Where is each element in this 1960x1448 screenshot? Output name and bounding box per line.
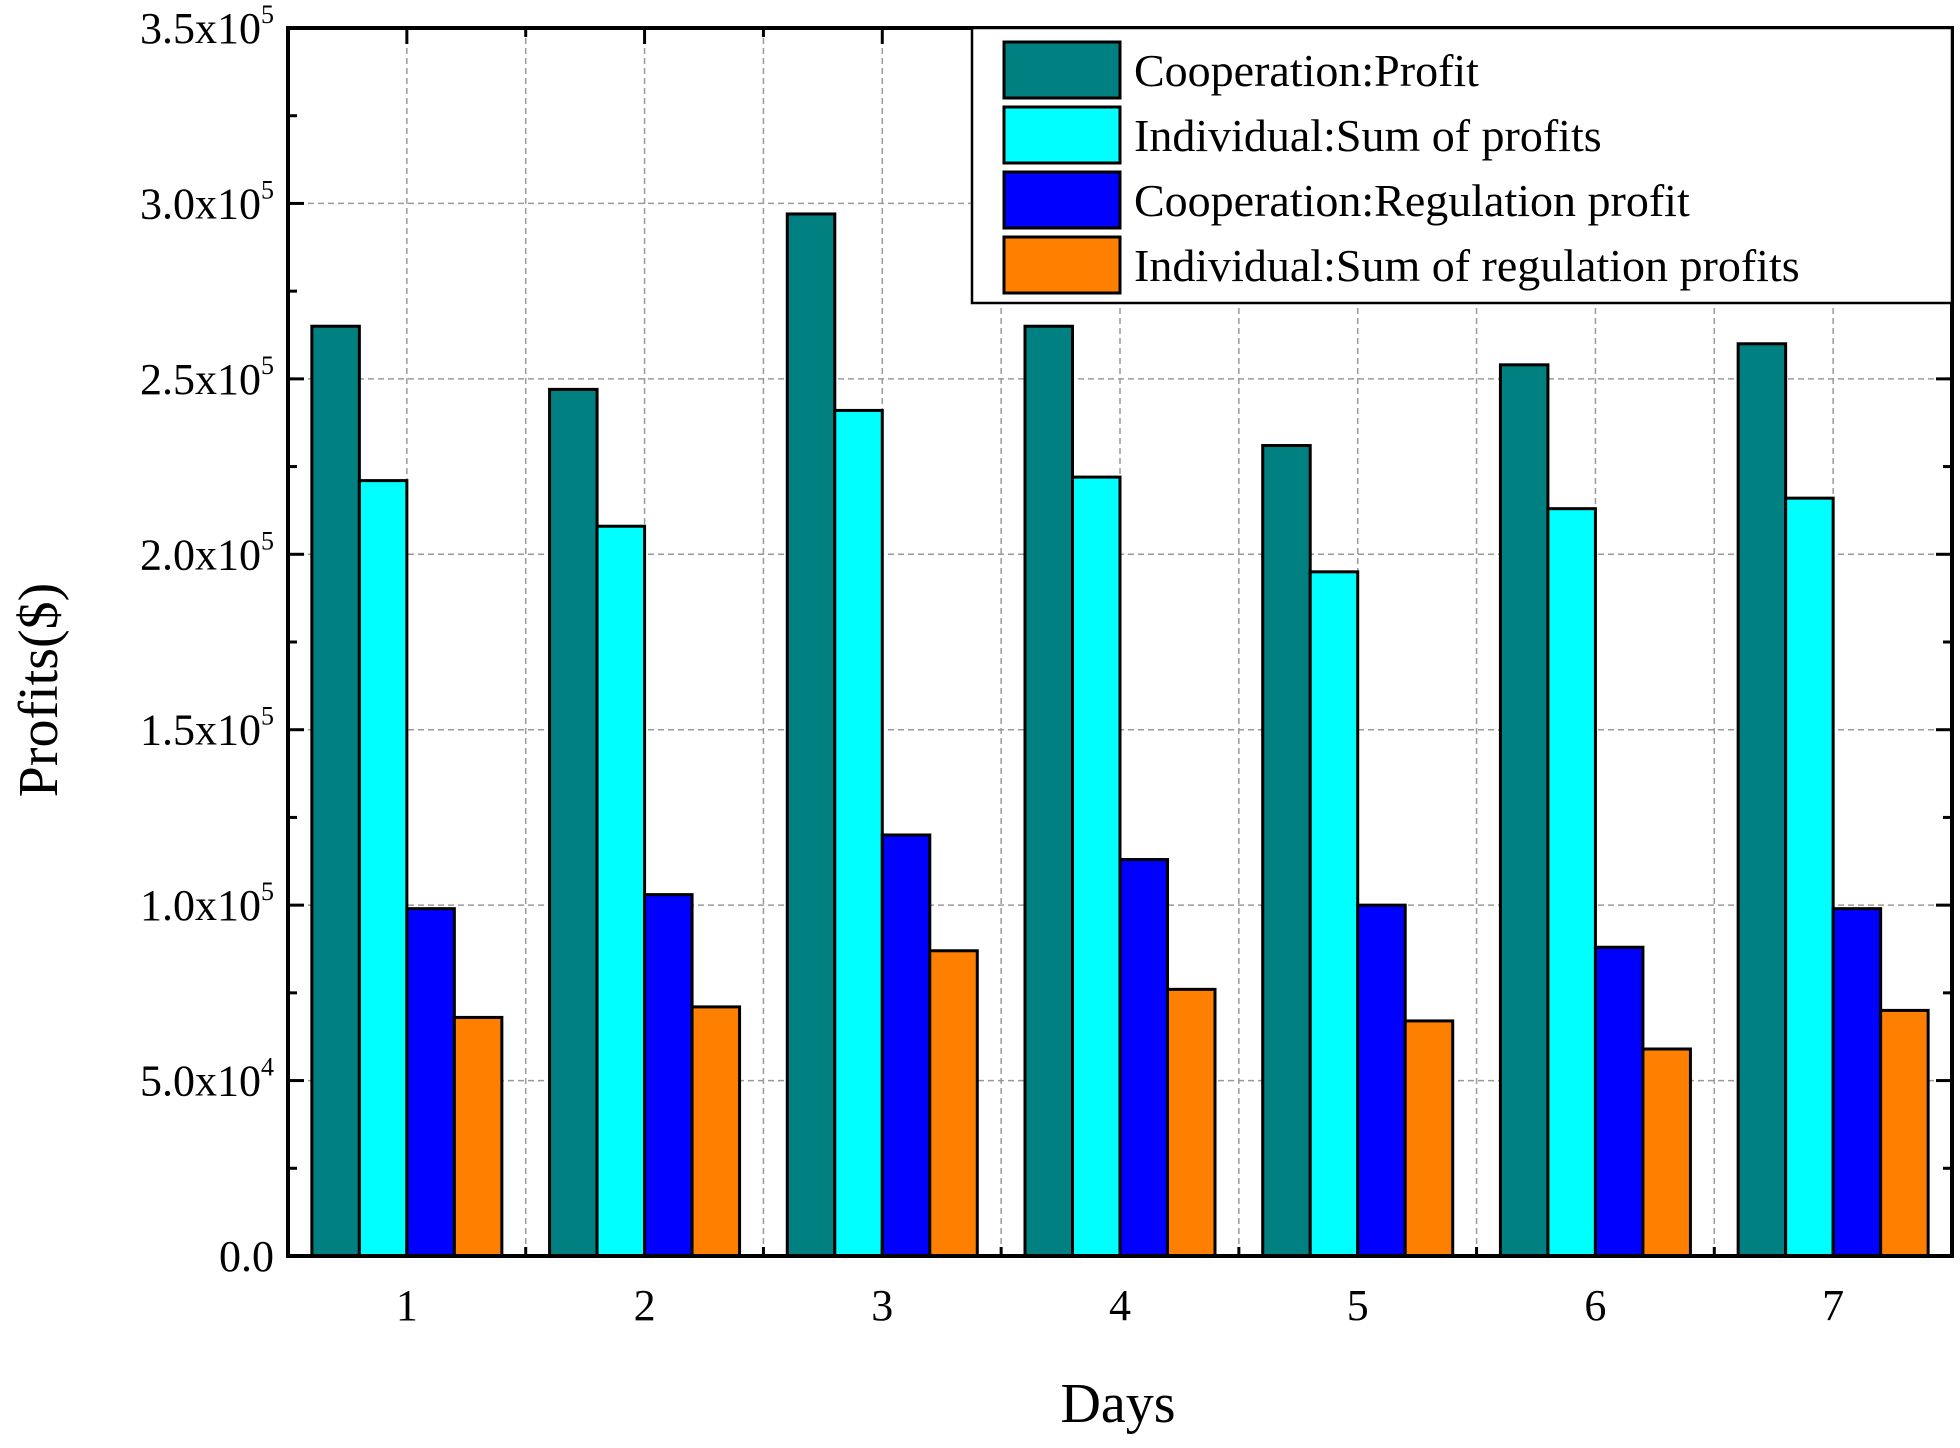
x-tick-label: 3 <box>871 1281 893 1330</box>
bar-cooperation-profit-day-1 <box>310 324 361 1258</box>
y-tick-label: 3.5x105 <box>140 0 274 53</box>
bars <box>310 212 1930 1258</box>
legend-box <box>970 26 1954 305</box>
bar-individual-sum-of-profits-day-4 <box>1071 475 1122 1258</box>
y-tick-labels: 0.0 5.0x104 1.0x105 1.5x105 2.0x105 2.5x105 3.… <box>140 0 274 1281</box>
bar-individual-sum-of-regulation-profits-day-6 <box>1641 1047 1692 1258</box>
bar-cooperation-regulation-profit-day-5 <box>1356 903 1407 1258</box>
bar-cooperation-profit-day-6 <box>1498 363 1550 1258</box>
bar-cooperation-regulation-profit-day-6 <box>1593 945 1645 1258</box>
bar-cooperation-profit-day-3 <box>785 212 837 1258</box>
bar-individual-sum-of-profits-day-1 <box>357 479 409 1258</box>
y-tick-label: 3.0x105 <box>140 175 274 228</box>
bar-cooperation-regulation-profit-day-2 <box>643 893 694 1258</box>
bar-individual-sum-of-regulation-profits-day-2 <box>690 1005 742 1258</box>
bar-individual-sum-of-regulation-profits-day-7 <box>1879 1008 1930 1258</box>
y-tick-label: 2.5x105 <box>140 351 274 404</box>
x-tick-label: 5 <box>1347 1281 1369 1330</box>
bar-individual-sum-of-regulation-profits-day-4 <box>1166 987 1217 1258</box>
legend-label: Individual:Sum of profits <box>1134 110 1602 161</box>
y-tick-label: 2.0x105 <box>140 526 274 579</box>
bar-cooperation-regulation-profit-day-1 <box>405 907 456 1258</box>
bar-cooperation-profit-day-7 <box>1736 342 1788 1258</box>
y-axis-title: Profits($) <box>8 583 70 798</box>
legend-swatch <box>1002 40 1122 100</box>
bar-individual-sum-of-regulation-profits-day-5 <box>1403 1019 1455 1258</box>
legend-swatch <box>1002 105 1122 165</box>
legend-label: Individual:Sum of regulation profits <box>1134 240 1800 291</box>
bar-cooperation-regulation-profit-day-3 <box>880 833 932 1258</box>
bar-individual-sum-of-regulation-profits-day-3 <box>928 949 979 1258</box>
x-tick-label: 7 <box>1822 1281 1844 1330</box>
x-tick-label: 4 <box>1109 1281 1131 1330</box>
legend: Cooperation:Profit Individual:Sum of prof… <box>970 26 1954 305</box>
bar-individual-sum-of-profits-day-3 <box>833 408 884 1258</box>
x-tick-labels: 1 2 3 4 5 6 7 <box>396 1281 1844 1330</box>
bar-cooperation-regulation-profit-day-4 <box>1118 858 1169 1258</box>
y-tick-label: 1.0x105 <box>140 877 274 930</box>
x-tick-label: 2 <box>634 1281 656 1330</box>
bar-cooperation-regulation-profit-day-7 <box>1831 907 1883 1258</box>
bar-cooperation-profit-day-5 <box>1261 444 1312 1258</box>
bar-cooperation-profit-day-4 <box>1023 324 1074 1258</box>
bar-individual-sum-of-profits-day-7 <box>1784 496 1835 1258</box>
y-tick-label: 5.0x104 <box>140 1053 274 1106</box>
x-tick-label: 1 <box>396 1281 418 1330</box>
legend-label: Cooperation:Profit <box>1134 45 1479 96</box>
bar-individual-sum-of-profits-day-6 <box>1546 507 1597 1258</box>
bar-cooperation-profit-day-2 <box>548 387 599 1258</box>
bar-individual-sum-of-profits-day-2 <box>595 524 647 1258</box>
legend-swatch <box>1002 170 1122 230</box>
x-axis-title: Days <box>1060 1373 1175 1435</box>
legend-label: Cooperation:Regulation profit <box>1134 175 1690 226</box>
y-tick-label: 0.0 <box>219 1232 274 1281</box>
x-tick-label: 6 <box>1584 1281 1606 1330</box>
y-tick-label: 1.5x105 <box>140 702 274 755</box>
legend-swatch <box>1002 235 1122 295</box>
bar-individual-sum-of-profits-day-5 <box>1308 570 1360 1258</box>
bar-individual-sum-of-regulation-profits-day-1 <box>452 1015 504 1258</box>
